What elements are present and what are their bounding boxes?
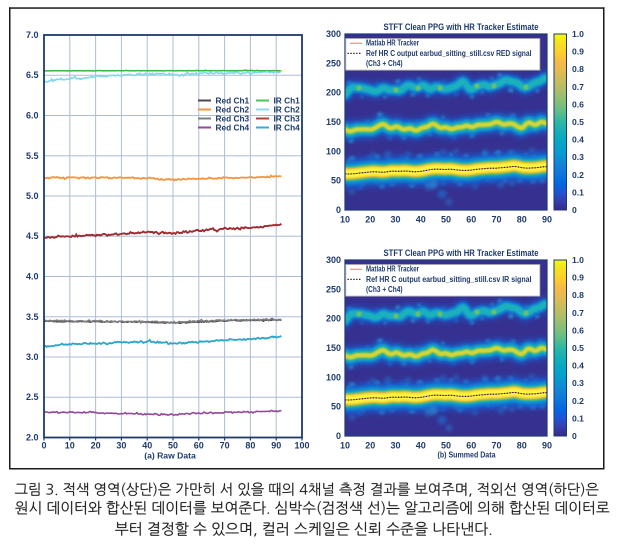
svg-text:5.0: 5.0 [26,191,39,201]
svg-text:250: 250 [326,58,341,68]
svg-text:1.0: 1.0 [572,29,584,39]
svg-text:0: 0 [336,431,341,441]
svg-text:60: 60 [466,440,476,450]
svg-text:IR Ch4: IR Ch4 [274,123,301,133]
svg-text:STFT Clean PPG with HR Tracker: STFT Clean PPG with HR Tracker Estimate [384,248,539,258]
svg-text:STFT Clean PPG with HR Tracker: STFT Clean PPG with HR Tracker Estimate [384,22,539,32]
svg-text:30: 30 [390,440,400,450]
svg-text:10: 10 [340,440,350,450]
svg-text:100: 100 [294,441,309,451]
svg-text:4.0: 4.0 [26,272,39,282]
svg-text:0.9: 0.9 [572,273,584,283]
svg-text:20: 20 [365,440,375,450]
svg-text:0.5: 0.5 [572,343,584,353]
svg-text:6.5: 6.5 [26,70,39,80]
svg-text:10: 10 [340,214,350,224]
svg-text:0.7: 0.7 [572,308,584,318]
svg-text:300: 300 [326,29,341,39]
svg-text:40: 40 [142,441,152,451]
svg-text:60: 60 [194,441,204,451]
svg-text:Ref HR C output earbud_sitting: Ref HR C output earbud_sitting_still.csv… [366,275,532,284]
svg-text:50: 50 [441,214,451,224]
svg-text:5.5: 5.5 [26,151,39,161]
svg-text:20: 20 [91,441,101,451]
svg-text:(b) Summed Data: (b) Summed Data [438,449,496,459]
svg-text:0.1: 0.1 [572,187,584,197]
svg-text:(Ch3 + Ch4): (Ch3 + Ch4) [366,59,403,68]
svg-text:6.0: 6.0 [26,111,39,121]
svg-text:60: 60 [466,214,476,224]
svg-text:Red Ch3: Red Ch3 [216,114,250,124]
svg-text:250: 250 [326,284,341,294]
svg-text:0.2: 0.2 [572,170,584,180]
svg-text:0.3: 0.3 [572,152,584,162]
svg-text:Matlab HR Tracker: Matlab HR Tracker [366,265,419,274]
svg-text:0.6: 0.6 [572,99,584,109]
svg-text:0.9: 0.9 [572,47,584,57]
svg-text:70: 70 [491,440,501,450]
svg-text:IR Ch3: IR Ch3 [274,114,301,124]
svg-text:300: 300 [326,255,341,265]
svg-text:Red Ch1: Red Ch1 [216,96,250,106]
svg-text:0.6: 0.6 [572,325,584,335]
svg-text:100: 100 [326,372,341,382]
svg-text:200: 200 [326,88,341,98]
svg-text:50: 50 [168,441,178,451]
svg-text:Matlab HR Tracker: Matlab HR Tracker [366,39,419,48]
svg-text:0.3: 0.3 [572,378,584,388]
svg-text:Red Ch4: Red Ch4 [216,123,250,133]
svg-text:7.0: 7.0 [26,30,39,40]
svg-text:40: 40 [416,440,426,450]
svg-text:80: 80 [517,440,527,450]
svg-text:1.0: 1.0 [572,255,584,265]
svg-text:0: 0 [572,431,577,441]
svg-text:70: 70 [491,214,501,224]
svg-text:0.1: 0.1 [572,413,584,423]
svg-text:80: 80 [517,214,527,224]
svg-text:150: 150 [326,343,341,353]
svg-text:0: 0 [572,205,577,215]
svg-text:2.5: 2.5 [26,392,39,402]
svg-text:Red Ch2: Red Ch2 [216,105,250,115]
svg-text:40: 40 [416,214,426,224]
svg-text:90: 90 [542,214,552,224]
svg-text:0.7: 0.7 [572,82,584,92]
svg-text:90: 90 [542,440,552,450]
svg-text:(a) Raw Data: (a) Raw Data [144,451,196,461]
svg-text:70: 70 [220,441,230,451]
svg-text:0.8: 0.8 [572,64,584,74]
svg-text:3.0: 3.0 [26,352,39,362]
svg-text:0: 0 [336,205,341,215]
svg-text:0.4: 0.4 [572,361,584,371]
svg-text:50: 50 [441,440,451,450]
svg-text:0.8: 0.8 [572,290,584,300]
svg-text:Ref HR C output earbud_sitting: Ref HR C output earbud_sitting_still.csv… [366,49,532,58]
svg-text:0.2: 0.2 [572,396,584,406]
svg-text:2.0: 2.0 [26,433,39,443]
svg-text:100: 100 [326,146,341,156]
svg-text:20: 20 [365,214,375,224]
svg-text:0.5: 0.5 [572,117,584,127]
svg-text:30: 30 [390,214,400,224]
svg-text:(Ch3 + Ch4): (Ch3 + Ch4) [366,285,403,294]
svg-text:0: 0 [41,441,46,451]
svg-text:90: 90 [271,441,281,451]
svg-text:10: 10 [65,441,75,451]
svg-text:IR Ch1: IR Ch1 [274,96,301,106]
svg-text:80: 80 [245,441,255,451]
svg-text:50: 50 [331,176,341,186]
svg-text:150: 150 [326,117,341,127]
svg-text:IR Ch2: IR Ch2 [274,105,301,115]
svg-text:3.5: 3.5 [26,312,39,322]
svg-text:50: 50 [331,402,341,412]
svg-text:200: 200 [326,314,341,324]
svg-text:0.4: 0.4 [572,135,584,145]
svg-text:30: 30 [116,441,126,451]
svg-text:4.5: 4.5 [26,231,39,241]
